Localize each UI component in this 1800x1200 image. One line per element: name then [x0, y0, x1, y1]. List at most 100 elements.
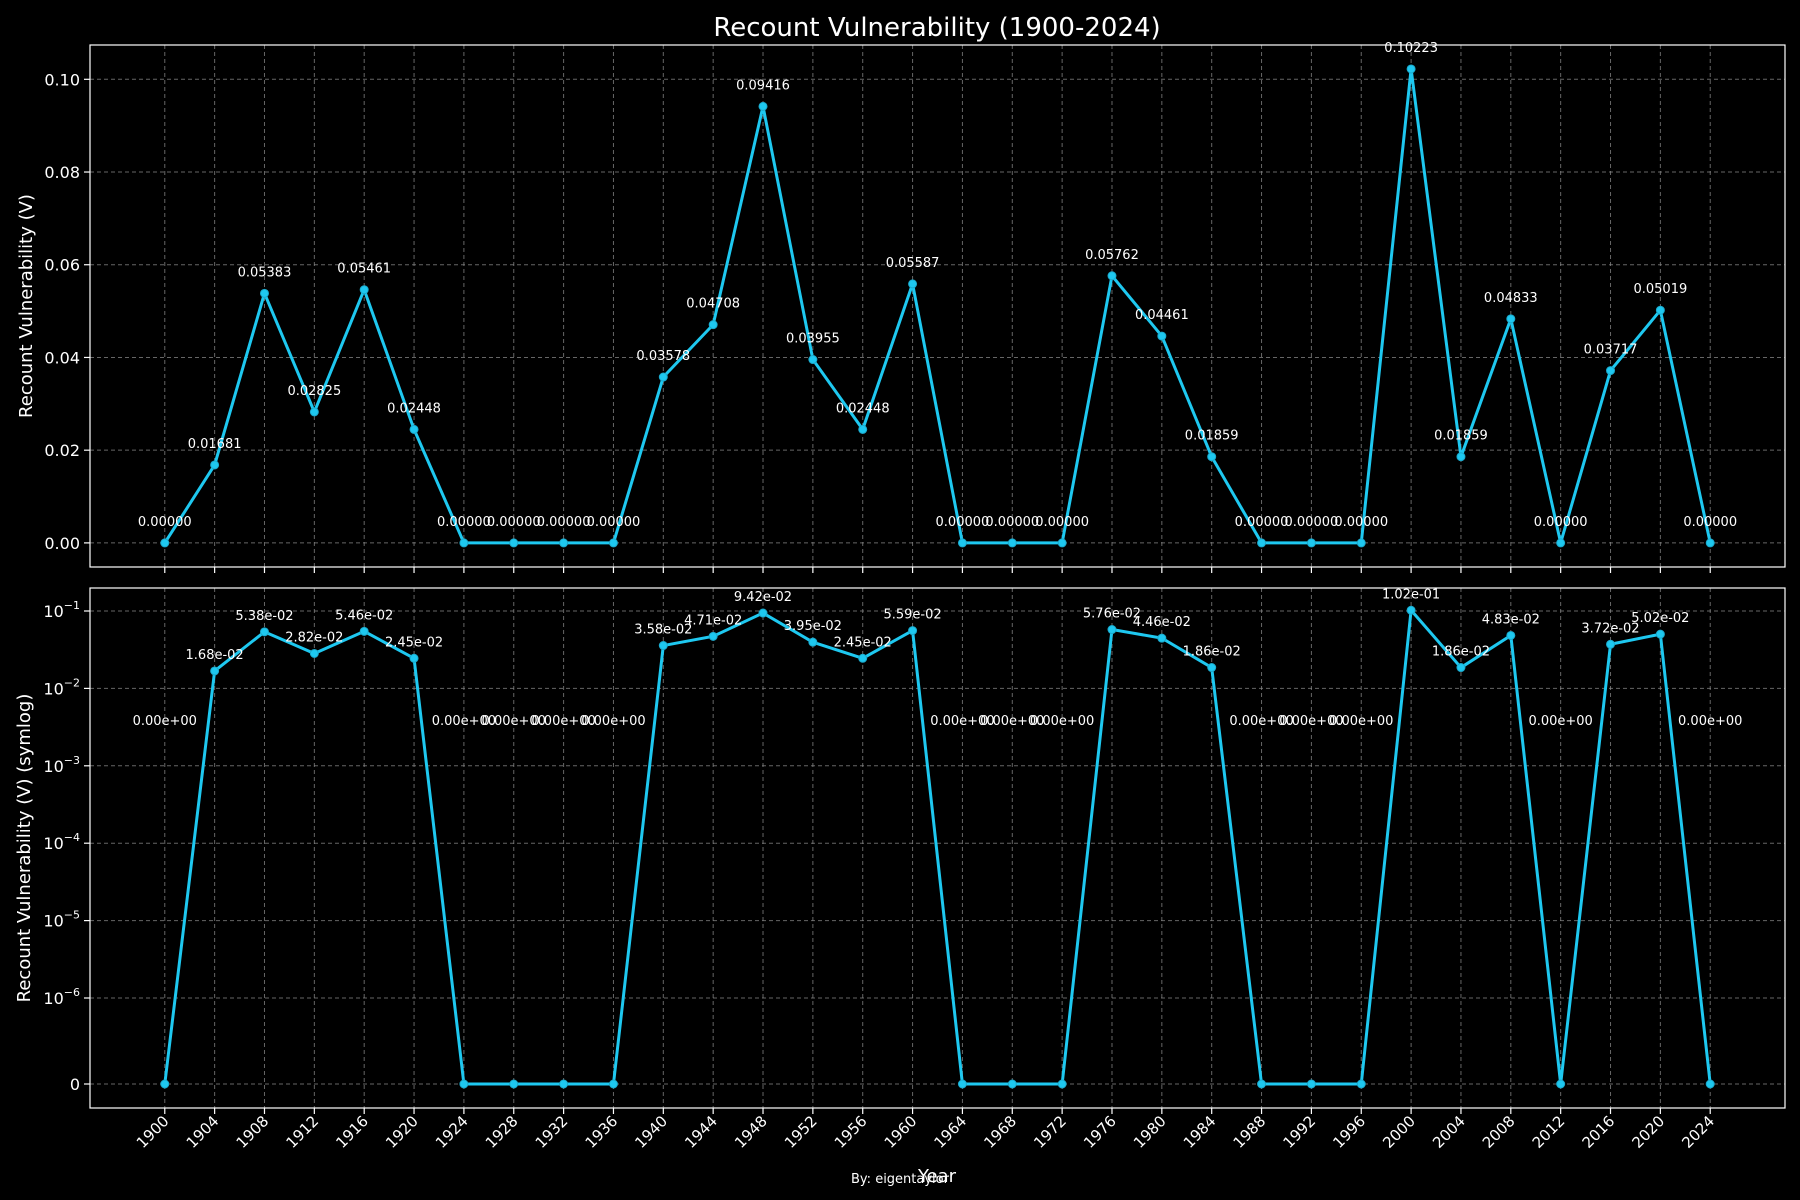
top-data-label: 0.00000	[1334, 515, 1388, 530]
top-data-point	[409, 424, 419, 434]
bottom-data-point	[309, 648, 319, 658]
top-data-label: 0.01859	[1434, 429, 1488, 444]
bottom-data-label: 0.00e+00	[980, 714, 1044, 729]
bottom-panel-symlog: 010−610−510−410−310−210−1 1900 1904 1908 19…	[14, 587, 1786, 1152]
x-tick-label: 1956	[831, 1112, 871, 1152]
top-data-label: 0.00000	[138, 515, 192, 530]
bottom-data-label: 0.00e+00	[581, 714, 645, 729]
bottom-data-label: 0.00e+00	[531, 714, 595, 729]
top-data-point	[210, 460, 220, 470]
top-panel-linear: 0.000.020.040.060.080.10 0.000000.016810…	[16, 41, 1786, 573]
bottom-data-labels: 0.00e+00 1.68e-02 5.38e-02 2.82e-02 5.46e-02…	[133, 587, 1743, 729]
top-data-label: 0.05762	[1085, 248, 1139, 263]
top-data-point	[1406, 64, 1416, 74]
top-data-point	[608, 538, 618, 548]
top-data-label: 0.04461	[1135, 308, 1189, 323]
bottom-data-label: 1.86e-02	[1432, 645, 1490, 660]
x-tick-label: 1924	[432, 1112, 472, 1152]
bottom-data-label: 3.95e-02	[784, 619, 842, 634]
top-series	[160, 64, 1715, 548]
x-tick-label: 1964	[931, 1112, 971, 1152]
bottom-y-tick-label: 10−1	[43, 599, 80, 621]
top-data-point	[1107, 271, 1117, 281]
bottom-data-point	[1606, 639, 1616, 649]
top-x-ticks	[164, 567, 1711, 573]
x-tick-label: 2020	[1628, 1112, 1668, 1152]
x-axis-label: Year	[917, 1166, 957, 1187]
top-data-point	[1606, 366, 1616, 376]
top-data-point	[658, 372, 668, 382]
bottom-data-point	[1556, 1079, 1566, 1089]
bottom-data-label: 3.58e-02	[634, 623, 692, 638]
x-tick-label: 1960	[881, 1112, 921, 1152]
top-data-point	[559, 538, 569, 548]
x-tick-label: 2012	[1529, 1112, 1569, 1152]
bottom-data-point	[210, 666, 220, 676]
bottom-data-label: 5.59e-02	[883, 608, 941, 623]
bottom-data-label: 0.00e+00	[133, 714, 197, 729]
bottom-data-point	[1107, 625, 1117, 635]
top-data-point	[1157, 331, 1167, 341]
bottom-data-point	[708, 631, 718, 641]
x-tick-label: 1920	[382, 1112, 422, 1152]
bottom-grid	[90, 588, 1785, 1108]
bottom-data-point	[1007, 1079, 1017, 1089]
bottom-y-axis-label: Recount Vulnerability (V) (symlog)	[14, 694, 35, 1003]
x-tick-label: 1908	[233, 1112, 273, 1152]
top-data-point	[1257, 538, 1267, 548]
bottom-data-point	[1257, 1079, 1267, 1089]
x-tick-label: 1940	[631, 1112, 671, 1152]
bottom-y-tick-label: 10−3	[43, 754, 80, 776]
bottom-data-label: 0.00e+00	[930, 714, 994, 729]
x-tick-label: 1992	[1279, 1112, 1319, 1152]
bottom-series	[160, 605, 1715, 1089]
x-tick-label: 2000	[1379, 1112, 1419, 1152]
top-y-tick-label: 0.06	[44, 256, 80, 275]
top-data-point	[1556, 538, 1566, 548]
bottom-data-label: 2.45e-02	[385, 635, 443, 650]
bottom-y-axis: 0 10−6 10−5 10−4 10−3 10−2 10−1	[43, 599, 90, 1094]
bottom-data-point	[1705, 1079, 1715, 1089]
bottom-data-point	[758, 608, 768, 618]
top-data-point	[957, 538, 967, 548]
top-data-point	[1655, 305, 1665, 315]
top-data-point	[1456, 452, 1466, 462]
top-data-label: 0.00000	[537, 515, 591, 530]
top-data-point	[1007, 538, 1017, 548]
bottom-data-label: 1.02e-01	[1382, 587, 1440, 602]
top-data-label: 0.01681	[188, 437, 242, 452]
bottom-data-label: 0.00e+00	[482, 714, 546, 729]
bottom-data-point	[1057, 1079, 1067, 1089]
x-tick-label: 1936	[582, 1112, 622, 1152]
top-data-point	[1306, 538, 1316, 548]
x-tick-label: 2008	[1479, 1112, 1519, 1152]
bottom-data-label: 2.45e-02	[834, 635, 892, 650]
top-data-point	[309, 407, 319, 417]
top-data-label: 0.00000	[1534, 515, 1588, 530]
bottom-data-label: 5.02e-02	[1631, 611, 1689, 626]
bottom-data-label: 0.00e+00	[432, 714, 496, 729]
x-tick-label: 1984	[1180, 1112, 1220, 1152]
top-data-point	[1207, 452, 1217, 462]
bottom-data-point	[1406, 605, 1416, 615]
bottom-data-point	[1157, 633, 1167, 643]
top-data-label: 0.05019	[1633, 282, 1687, 297]
top-data-point	[708, 320, 718, 330]
bottom-data-label: 0.00e+00	[1678, 714, 1742, 729]
bottom-data-label: 0.00e+00	[1030, 714, 1094, 729]
x-tick-label: 1988	[1230, 1112, 1270, 1152]
top-data-label: 0.00000	[1235, 515, 1289, 530]
top-data-label: 0.09416	[736, 78, 790, 93]
bottom-data-point	[1207, 663, 1217, 673]
x-tick-label: 1952	[781, 1112, 821, 1152]
top-data-label: 0.04833	[1484, 291, 1538, 306]
top-data-point	[359, 285, 369, 295]
x-tick-label: 2004	[1429, 1112, 1469, 1152]
bottom-series-line	[163, 608, 1712, 1086]
top-y-tick-label: 0.04	[44, 348, 80, 367]
top-data-point	[758, 101, 768, 111]
bottom-y-tick-label: 0	[70, 1075, 80, 1094]
chart-title: Recount Vulnerability (1900-2024)	[713, 13, 1160, 43]
top-data-label: 0.04708	[686, 297, 740, 312]
bottom-y-tick-label: 10−2	[43, 676, 80, 698]
